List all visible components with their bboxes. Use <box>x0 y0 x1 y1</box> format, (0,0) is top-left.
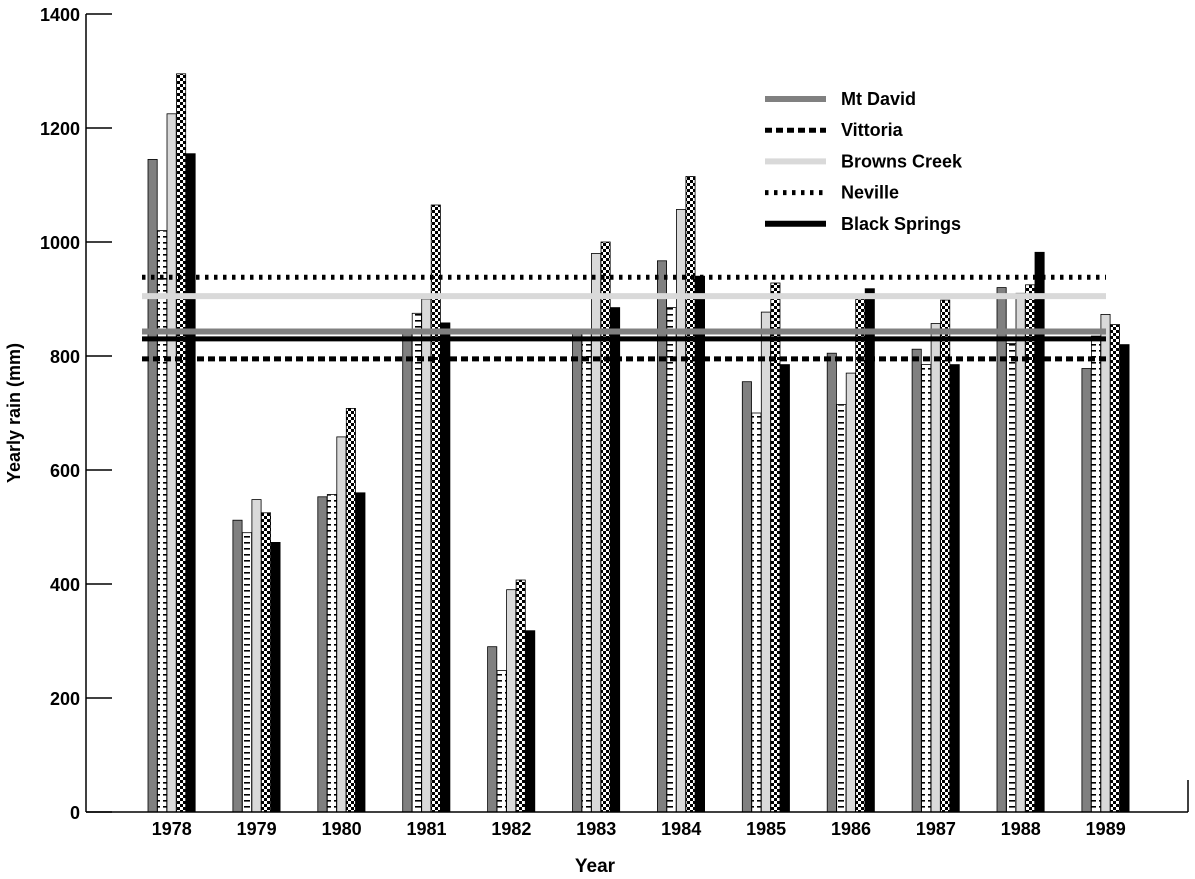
bar-mt-david-1980 <box>317 496 328 813</box>
bar-neville-1983 <box>600 241 611 813</box>
legend-label-browns-creek: Browns Creek <box>841 151 963 171</box>
x-tick-label: 1983 <box>576 819 616 839</box>
bar-neville-1987 <box>940 299 951 813</box>
bar-mt-david-1987 <box>911 348 922 813</box>
x-tick-label: 1979 <box>237 819 277 839</box>
bar-browns-creek-1982 <box>506 589 517 813</box>
bar-browns-creek-1980 <box>336 436 347 813</box>
bar-black-springs-1987 <box>949 364 960 813</box>
legend-label-mt-david: Mt David <box>841 89 916 109</box>
legend: Mt David Vittoria Browns Creek Neville Black… <box>765 89 963 234</box>
bar-vittoria-1982 <box>496 670 507 813</box>
bar-group <box>147 73 1130 813</box>
bar-black-springs-1980 <box>355 492 366 813</box>
x-axis-label: Year <box>575 856 616 877</box>
x-tick-label: 1987 <box>916 819 956 839</box>
bar-neville-1986 <box>855 298 866 813</box>
bar-mt-david-1988 <box>996 287 1007 813</box>
axes <box>85 14 1189 813</box>
bar-vittoria-1989 <box>1091 335 1102 813</box>
bar-black-springs-1979 <box>270 542 281 813</box>
y-tick-label: 600 <box>50 461 80 481</box>
bar-black-springs-1982 <box>525 630 536 813</box>
bar-browns-creek-1978 <box>166 113 177 813</box>
x-tick-label: 1982 <box>491 819 531 839</box>
bar-vittoria-1984 <box>666 307 677 813</box>
bar-mt-david-1984 <box>657 260 668 813</box>
bar-mt-david-1989 <box>1081 368 1092 813</box>
bar-browns-creek-1985 <box>760 311 771 813</box>
x-ticks: 1978 1979 1980 1981 1982 1983 1984 1985 1986 1987… <box>152 819 1126 839</box>
x-tick-label: 1978 <box>152 819 192 839</box>
bar-vittoria-1979 <box>241 532 252 813</box>
bar-vittoria-1978 <box>157 230 168 813</box>
legend-label-black-springs: Black Springs <box>841 214 961 234</box>
bar-neville-1979 <box>260 512 271 813</box>
bar-black-springs-1988 <box>1034 251 1045 813</box>
bar-mt-david-1985 <box>741 381 752 813</box>
bar-vittoria-1986 <box>836 404 847 813</box>
x-tick-label: 1981 <box>406 819 446 839</box>
bar-black-springs-1983 <box>610 307 621 813</box>
bar-mt-david-1982 <box>487 646 498 813</box>
y-ticks: 0 200 400 600 800 1000 1200 1400 <box>40 5 112 823</box>
x-tick-label: 1980 <box>322 819 362 839</box>
bar-black-springs-1989 <box>1119 344 1130 813</box>
bar-mt-david-1979 <box>232 519 243 813</box>
bar-browns-creek-1981 <box>421 298 432 813</box>
bar-vittoria-1983 <box>581 331 592 813</box>
legend-label-neville: Neville <box>841 183 899 203</box>
bar-black-springs-1981 <box>440 322 451 813</box>
x-tick-label: 1984 <box>661 819 701 839</box>
bar-black-springs-1986 <box>864 288 875 813</box>
y-tick-label: 0 <box>70 803 80 823</box>
bar-neville-1989 <box>1110 324 1121 813</box>
y-tick-label: 1400 <box>40 5 80 25</box>
y-tick-label: 1200 <box>40 119 80 139</box>
y-tick-label: 400 <box>50 575 80 595</box>
legend-label-vittoria: Vittoria <box>841 120 904 140</box>
bar-neville-1978 <box>176 73 187 813</box>
bar-mt-david-1978 <box>147 158 158 813</box>
bar-vittoria-1988 <box>1006 343 1017 813</box>
bar-neville-1980 <box>345 407 356 813</box>
y-tick-label: 1000 <box>40 233 80 253</box>
y-axis-label: Yearly rain (mm) <box>4 343 24 483</box>
bar-black-springs-1985 <box>779 364 790 813</box>
bar-browns-creek-1989 <box>1100 313 1111 813</box>
bar-vittoria-1985 <box>751 412 762 813</box>
bar-browns-creek-1987 <box>930 323 941 813</box>
y-tick-label: 800 <box>50 347 80 367</box>
bar-browns-creek-1984 <box>676 209 687 813</box>
bar-mt-david-1981 <box>402 332 413 813</box>
bar-neville-1984 <box>685 176 696 813</box>
x-tick-label: 1989 <box>1086 819 1126 839</box>
bar-browns-creek-1988 <box>1015 292 1026 813</box>
bar-neville-1982 <box>515 579 526 813</box>
bar-vittoria-1981 <box>411 312 422 813</box>
bar-browns-creek-1979 <box>251 499 262 813</box>
x-tick-label: 1985 <box>746 819 786 839</box>
bar-browns-creek-1986 <box>845 372 856 813</box>
y-tick-label: 200 <box>50 689 80 709</box>
bar-neville-1988 <box>1025 284 1036 813</box>
bar-mt-david-1986 <box>826 352 837 813</box>
bar-black-springs-1978 <box>185 153 196 813</box>
bar-vittoria-1987 <box>921 364 932 813</box>
bar-vittoria-1980 <box>326 494 337 813</box>
x-tick-label: 1986 <box>831 819 871 839</box>
x-tick-label: 1988 <box>1001 819 1041 839</box>
average-lines <box>142 274 1106 362</box>
bar-mt-david-1983 <box>572 332 583 813</box>
bar-neville-1985 <box>770 282 781 813</box>
